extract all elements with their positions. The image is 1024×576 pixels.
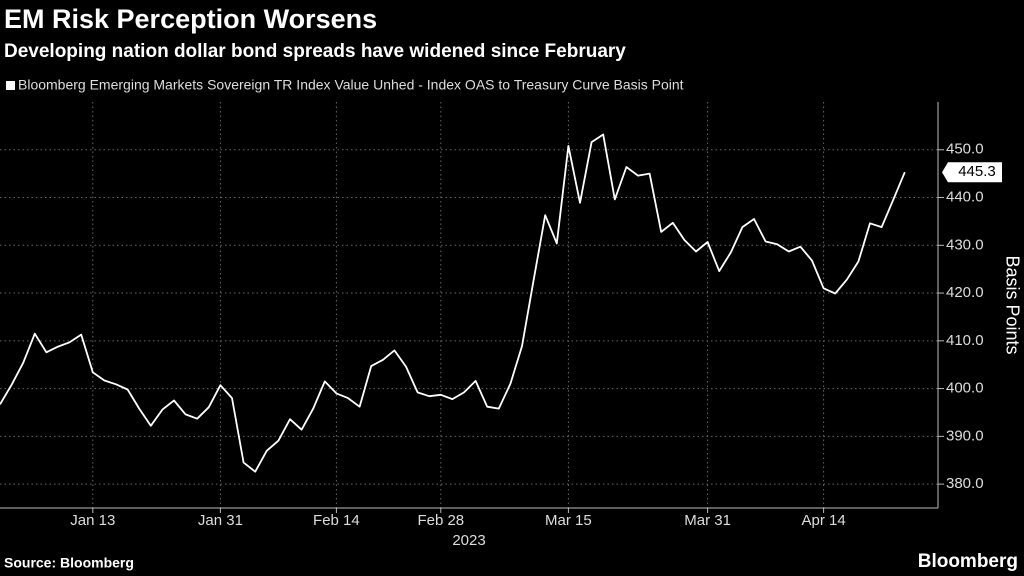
last-value-box — [942, 162, 1002, 183]
x-tick-label: Jan 31 — [198, 512, 243, 529]
y-tick-label: 450.0 — [946, 141, 984, 158]
x-tick-label: Feb 28 — [417, 512, 464, 529]
y-tick-label: 440.0 — [946, 188, 984, 205]
legend-label: Bloomberg Emerging Markets Sovereign TR … — [18, 77, 684, 93]
y-tick-label: 380.0 — [946, 475, 984, 492]
y-tick-label: 420.0 — [946, 284, 984, 301]
line-series — [0, 133, 906, 473]
last-value-label: 445.3 — [958, 163, 996, 180]
x-tick-label: Mar 15 — [545, 512, 592, 529]
y-tick-label: 400.0 — [946, 380, 984, 397]
x-axis-label: 2023 — [452, 532, 485, 549]
y-tick-label: 390.0 — [946, 427, 984, 444]
legend-swatch — [6, 81, 15, 90]
y-axis-label: Basis Points — [1002, 255, 1022, 354]
y-tick-label: 430.0 — [946, 236, 984, 253]
x-tick-label: Apr 14 — [801, 512, 845, 529]
y-tick-label: 410.0 — [946, 332, 984, 349]
chart-title: EM Risk Perception Worsens — [4, 4, 377, 34]
chart-subtitle: Developing nation dollar bond spreads ha… — [4, 41, 626, 62]
x-tick-label: Mar 31 — [684, 512, 731, 529]
x-tick-label: Feb 14 — [313, 512, 360, 529]
brand: Bloomberg — [918, 551, 1018, 572]
source: Source: Bloomberg — [4, 555, 134, 571]
x-tick-label: Jan 13 — [70, 512, 115, 529]
